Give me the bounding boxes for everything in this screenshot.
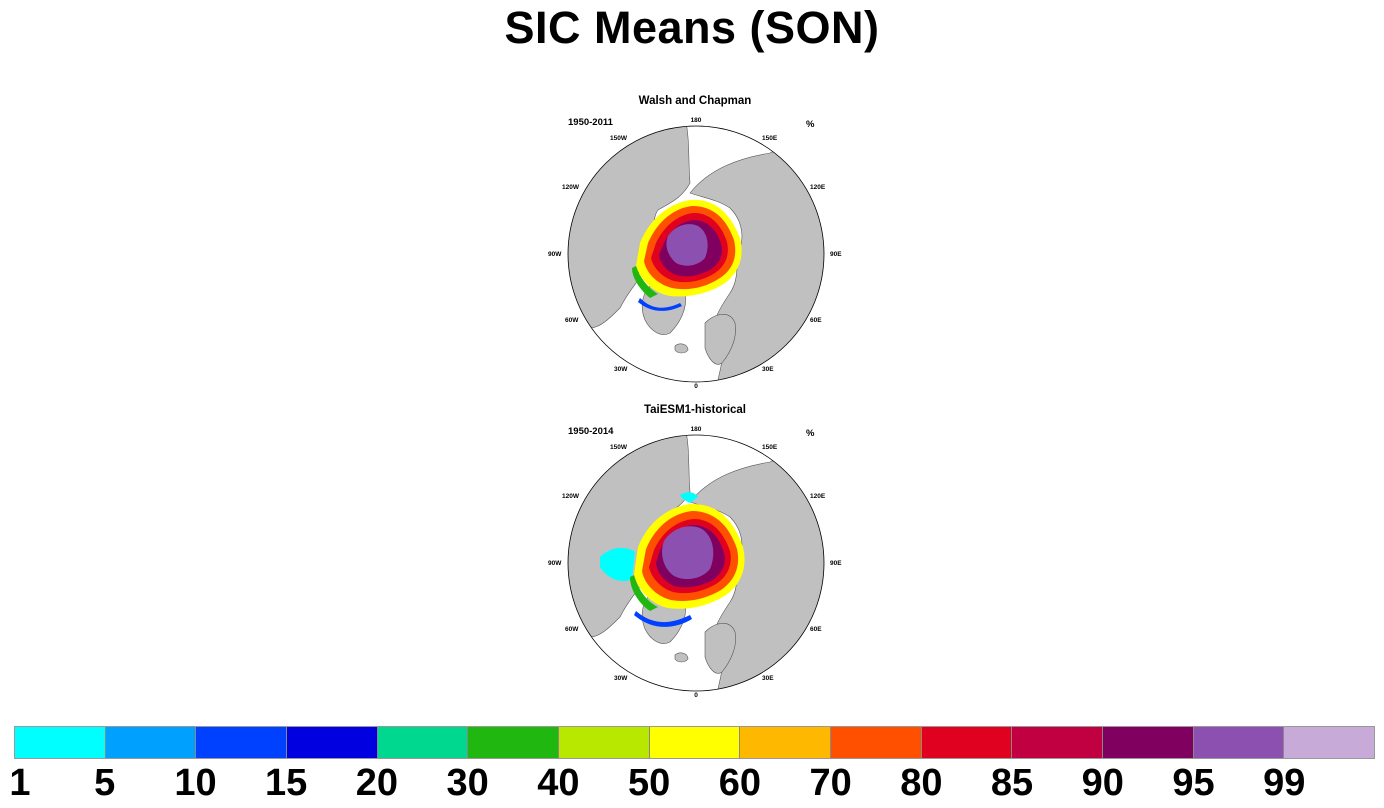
land-scandinavia	[704, 623, 736, 674]
panel-period: 1950-2011	[568, 117, 613, 128]
colorbar-label: 80	[900, 762, 943, 804]
lon-label-150w: 150W	[610, 444, 628, 451]
lon-label-90w: 90W	[548, 560, 562, 567]
colorbar	[14, 726, 1375, 759]
colorbar-box	[921, 727, 1013, 758]
colorbar-box	[559, 727, 650, 758]
colorbar-label: 20	[355, 762, 399, 804]
lon-label-150e: 150E	[762, 135, 778, 142]
map-boundary	[567, 125, 825, 383]
lon-label-120e: 120E	[810, 493, 826, 500]
map-boundary	[567, 434, 825, 692]
ice-edge-cyan	[600, 547, 635, 582]
panel-units: %	[806, 119, 815, 130]
panel-units: %	[806, 428, 815, 439]
figure-title: SIC Means (SON)	[504, 2, 880, 53]
lon-label-180: 180	[691, 426, 702, 433]
lon-label-30w: 30W	[614, 675, 628, 682]
colorbar-label: 40	[537, 762, 580, 804]
colorbar-box	[1284, 727, 1375, 758]
lon-label-30e: 30E	[762, 675, 774, 682]
colorbar-label: 85	[990, 762, 1034, 804]
panel-title: TaiESM1-historical	[643, 404, 747, 416]
colorbar-label: 90	[1081, 762, 1124, 804]
lon-label-90w: 90W	[548, 251, 562, 258]
polar-map-model: 180 0 90W 90E 150W 120W 150E 120E 60W 30…	[548, 426, 842, 699]
lon-label-90e: 90E	[830, 251, 842, 258]
lon-label-120w: 120W	[562, 493, 580, 500]
colorbar-box	[1103, 727, 1194, 758]
colorbar-box	[740, 727, 832, 758]
ice-edge-green	[632, 266, 658, 298]
colorbar-label: 70	[809, 762, 852, 804]
colorbar-label: 10	[174, 762, 217, 804]
colorbar-label: 15	[265, 762, 308, 804]
map-panel-model: TaiESM1-historical 1950-2014 % 180 0 90W…	[540, 404, 850, 707]
colorbar-box	[649, 727, 741, 758]
lon-label-0: 0	[694, 383, 698, 390]
lon-label-30e: 30E	[762, 366, 774, 373]
lon-label-120e: 120E	[810, 184, 826, 191]
lon-label-150e: 150E	[762, 444, 778, 451]
ice-core	[662, 526, 714, 580]
lon-label-60e: 60E	[810, 626, 822, 633]
panel-period: 1950-2014	[568, 426, 614, 437]
panel-title: Walsh and Chapman	[638, 95, 752, 107]
colorbar-label: 95	[1172, 762, 1215, 804]
lon-label-60w: 60W	[565, 626, 579, 633]
colorbar-label: 1	[9, 762, 31, 804]
colorbar-box	[377, 727, 469, 758]
ice-edge-blue	[638, 298, 682, 311]
colorbar-label: 50	[627, 762, 671, 804]
ice-edge-green	[630, 575, 658, 611]
colorbar-label: 60	[718, 762, 761, 804]
colorbar-box	[468, 727, 560, 758]
land-iceland	[674, 343, 689, 354]
lon-label-0: 0	[694, 692, 698, 699]
colorbar-label: 99	[1263, 762, 1306, 804]
lon-label-150w: 150W	[610, 135, 628, 142]
lon-label-120w: 120W	[562, 184, 580, 191]
colorbar-box	[1193, 727, 1285, 758]
colorbar-box	[196, 727, 288, 758]
colorbar-label: 5	[94, 762, 116, 804]
colorbar-box	[1012, 727, 1104, 758]
ice-pacific-cyan	[680, 492, 698, 503]
colorbar-box	[831, 727, 922, 758]
land-scandinavia	[704, 314, 736, 365]
lon-label-180: 180	[691, 117, 702, 124]
colorbar-box	[287, 727, 378, 758]
land-iceland	[674, 652, 689, 663]
polar-map-observed: 180 0 90W 90E 150W 120W 150E 120E 60W 30…	[548, 117, 842, 390]
lon-label-60w: 60W	[565, 317, 579, 324]
map-panel-observed: Walsh and Chapman 1950-2011 % 180 0 90W …	[540, 95, 850, 398]
colorbar-box	[15, 727, 106, 758]
ice-edge-blue	[634, 611, 692, 627]
colorbar-label: 30	[446, 762, 489, 804]
lon-label-60e: 60E	[810, 317, 822, 324]
ice-core	[666, 224, 708, 266]
colorbar-box	[105, 727, 197, 758]
lon-label-30w: 30W	[614, 366, 628, 373]
colorbar-labels: 1 5 10 15 20 30 40 50 60 70 80 85 90 95 99	[0, 762, 1384, 806]
lon-label-90e: 90E	[830, 560, 842, 567]
